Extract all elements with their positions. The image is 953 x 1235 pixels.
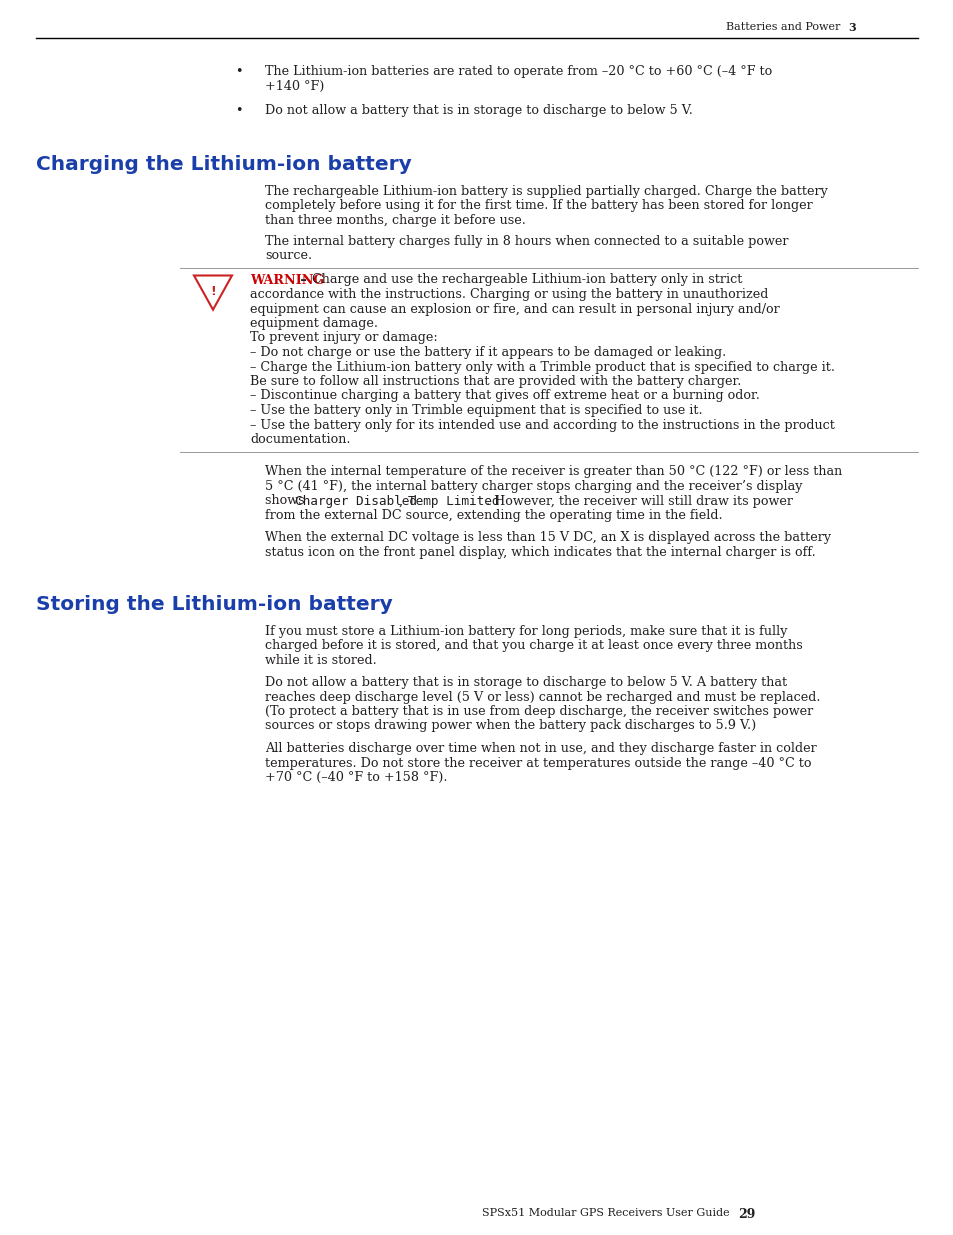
Text: !: ! <box>210 285 215 298</box>
Text: – Use the battery only for its intended use and according to the instructions in: – Use the battery only for its intended … <box>250 419 834 431</box>
Text: WARNING: WARNING <box>250 273 324 287</box>
Text: All batteries discharge over time when not in use, and they discharge faster in : All batteries discharge over time when n… <box>265 742 816 755</box>
Text: Charge and use the rechargeable Lithium-ion battery only in strict: Charge and use the rechargeable Lithium-… <box>308 273 741 287</box>
Text: reaches deep discharge level (5 V or less) cannot be recharged and must be repla: reaches deep discharge level (5 V or les… <box>265 690 820 704</box>
Text: (To protect a battery that is in use from deep discharge, the receiver switches : (To protect a battery that is in use fro… <box>265 705 812 718</box>
Text: The internal battery charges fully in 8 hours when connected to a suitable power: The internal battery charges fully in 8 … <box>265 235 788 247</box>
Text: 5 °C (41 °F), the internal battery charger stops charging and the receiver’s dis: 5 °C (41 °F), the internal battery charg… <box>265 480 801 493</box>
Text: Charging the Lithium-ion battery: Charging the Lithium-ion battery <box>36 156 412 174</box>
Text: status icon on the front panel display, which indicates that the internal charge: status icon on the front panel display, … <box>265 546 815 559</box>
Text: – Do not charge or use the battery if it appears to be damaged or leaking.: – Do not charge or use the battery if it… <box>250 346 725 359</box>
Text: •: • <box>234 65 242 78</box>
Text: Charger Disabled: Charger Disabled <box>294 494 416 508</box>
Text: SPSx51 Modular GPS Receivers User Guide: SPSx51 Modular GPS Receivers User Guide <box>482 1208 729 1218</box>
Text: . However, the receiver will still draw its power: . However, the receiver will still draw … <box>485 494 792 508</box>
Text: – Use the battery only in Trimble equipment that is specified to use it.: – Use the battery only in Trimble equipm… <box>250 404 702 417</box>
Text: The rechargeable Lithium-ion battery is supplied partially charged. Charge the b: The rechargeable Lithium-ion battery is … <box>265 185 827 198</box>
Text: while it is stored.: while it is stored. <box>265 653 376 667</box>
Text: When the internal temperature of the receiver is greater than 50 °C (122 °F) or : When the internal temperature of the rec… <box>265 466 841 478</box>
Text: – Charge the Lithium-ion battery only with a Trimble product that is specified t: – Charge the Lithium-ion battery only wi… <box>250 361 834 373</box>
Text: charged before it is stored, and that you charge it at least once every three mo: charged before it is stored, and that yo… <box>265 638 801 652</box>
Text: accordance with the instructions. Charging or using the battery in unauthorized: accordance with the instructions. Chargi… <box>250 288 767 301</box>
Text: ,: , <box>398 494 407 508</box>
Text: than three months, charge it before use.: than three months, charge it before use. <box>265 214 525 227</box>
Text: 3: 3 <box>847 22 855 33</box>
Text: sources or stops drawing power when the battery pack discharges to 5.9 V.): sources or stops drawing power when the … <box>265 720 756 732</box>
Text: +140 °F): +140 °F) <box>265 79 324 93</box>
Text: equipment damage.: equipment damage. <box>250 317 377 330</box>
Text: The Lithium-ion batteries are rated to operate from –20 °C to +60 °C (–4 °F to: The Lithium-ion batteries are rated to o… <box>265 65 771 78</box>
Text: equipment can cause an explosion or fire, and can result in personal injury and/: equipment can cause an explosion or fire… <box>250 303 779 315</box>
Text: Do not allow a battery that is in storage to discharge to below 5 V. A battery t: Do not allow a battery that is in storag… <box>265 676 786 689</box>
Text: Be sure to follow all instructions that are provided with the battery charger.: Be sure to follow all instructions that … <box>250 375 740 388</box>
Text: 29: 29 <box>738 1208 755 1221</box>
Text: •: • <box>234 104 242 117</box>
Text: +70 °C (–40 °F to +158 °F).: +70 °C (–40 °F to +158 °F). <box>265 771 447 784</box>
Text: documentation.: documentation. <box>250 433 350 446</box>
Text: Storing the Lithium-ion battery: Storing the Lithium-ion battery <box>36 594 393 614</box>
Text: To prevent injury or damage:: To prevent injury or damage: <box>250 331 437 345</box>
Text: completely before using it for the first time. If the battery has been stored fo: completely before using it for the first… <box>265 200 812 212</box>
Text: When the external DC voltage is less than 15 V DC, an X is displayed across the : When the external DC voltage is less tha… <box>265 531 830 545</box>
Text: temperatures. Do not store the receiver at temperatures outside the range –40 °C: temperatures. Do not store the receiver … <box>265 757 811 769</box>
Text: –: – <box>295 273 307 287</box>
Text: source.: source. <box>265 249 312 262</box>
Text: shows: shows <box>265 494 309 508</box>
Text: Temp Limited: Temp Limited <box>408 494 499 508</box>
Text: If you must store a Lithium-ion battery for long periods, make sure that it is f: If you must store a Lithium-ion battery … <box>265 625 786 637</box>
Text: from the external DC source, extending the operating time in the field.: from the external DC source, extending t… <box>265 509 721 522</box>
Text: Do not allow a battery that is in storage to discharge to below 5 V.: Do not allow a battery that is in storag… <box>265 104 692 117</box>
Text: Batteries and Power: Batteries and Power <box>725 22 840 32</box>
Text: – Discontinue charging a battery that gives off extreme heat or a burning odor.: – Discontinue charging a battery that gi… <box>250 389 760 403</box>
